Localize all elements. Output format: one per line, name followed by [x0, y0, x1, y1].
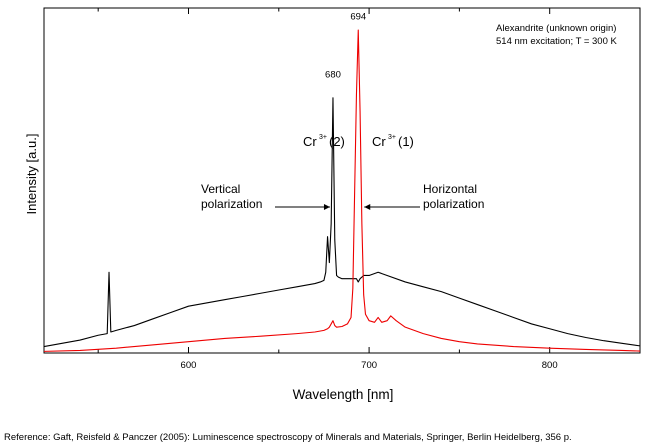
series-line-horizontal	[43, 29, 641, 352]
plot-border	[43, 7, 641, 354]
peak-label: 694	[350, 12, 366, 23]
cr-site-label: (1)	[398, 134, 414, 149]
plot-frame	[43, 7, 641, 354]
cr-charge-label: 3+	[388, 134, 396, 141]
series-layer	[43, 29, 641, 352]
peak-label: 680	[325, 70, 341, 81]
annotations: Alexandrite (unknown origin) 514 nm excit…	[201, 12, 618, 211]
polarization-label: Vertical	[201, 182, 240, 196]
reference-note: Reference: Gaft, Reisfeld & Panczer (200…	[4, 432, 572, 443]
x-tick-label: 800	[542, 360, 558, 371]
x-tick-label: 700	[361, 360, 377, 371]
spectrum-chart: 600 700 800 Alexandrite (unknown origin) 51…	[24, 7, 641, 402]
series-line-vertical	[43, 97, 641, 348]
cr-charge-label: 3+	[319, 134, 327, 141]
x-axis-label: Wavelength [nm]	[293, 387, 394, 402]
polarization-label: Horizontal	[423, 182, 477, 196]
cr-ion-label: Cr	[303, 134, 317, 149]
annotation-arrow-head	[364, 204, 371, 210]
info-text-line: Alexandrite (unknown origin)	[496, 23, 616, 34]
info-text-line: 514 nm excitation; T = 300 K	[496, 36, 618, 47]
x-axis-ticks: 600 700 800	[97, 8, 641, 371]
cr-ion-label: Cr	[372, 134, 386, 149]
cr-site-label: (2)	[329, 134, 345, 149]
y-axis-label: Intensity [a.u.]	[24, 134, 39, 215]
polarization-label: polarization	[423, 197, 484, 211]
x-tick-label: 600	[181, 360, 197, 371]
polarization-label: polarization	[201, 197, 262, 211]
annotation-arrow-head	[323, 204, 330, 210]
